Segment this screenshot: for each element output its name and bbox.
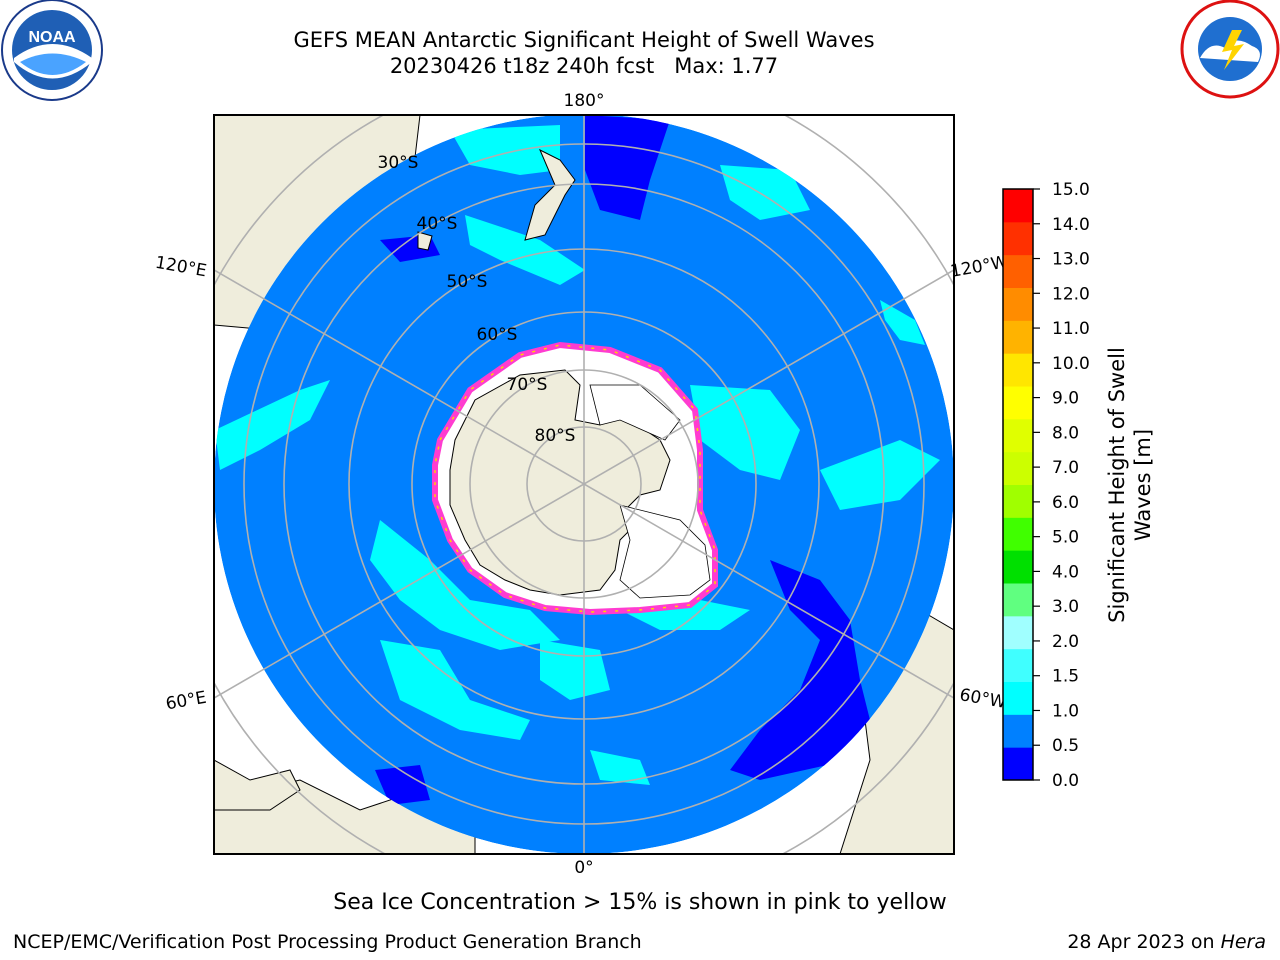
noaa-logo-text: NOAA [28, 29, 76, 46]
colorbar-border [1002, 188, 1034, 781]
colorbar-tick-label: 11.0 [1052, 319, 1090, 339]
colorbar-segment [1003, 484, 1033, 518]
lon-label-60e: 60°E [164, 688, 208, 715]
lon-label-60w: 60°W [958, 685, 1008, 713]
colorbar-segment [1003, 320, 1033, 354]
colorbar-segment [1003, 648, 1033, 682]
colorbar-tick-label: 1.0 [1052, 701, 1079, 721]
colorbar-segment [1003, 221, 1033, 256]
latitude-labels: 30°S 40°S 50°S 60°S 70°S 80°S [378, 153, 576, 446]
lat-label-40s: 40°S [417, 214, 458, 234]
colorbar-segment [1003, 353, 1033, 387]
swell-patches [215, 125, 940, 785]
colorbar-segment [1003, 386, 1033, 420]
colorbar-ticks: 15.0 14.0 13.0 12.0 11.0 10.0 9.0 8.0 7.0 6.0 5.0 4… [1033, 180, 1090, 791]
colorbar-segment [1003, 451, 1033, 485]
colorbar-tick-label: 15.0 [1052, 180, 1090, 200]
map-border [213, 114, 955, 855]
footer-branch: NCEP/EMC/Verification Post Processing Pr… [13, 931, 642, 953]
lon-label-180: 180° [564, 91, 605, 111]
graticule [214, 115, 954, 854]
colorbar-tick-label: 7.0 [1052, 458, 1079, 478]
colorbar-tick-label: 0.0 [1052, 771, 1079, 791]
colorbar-segment [1003, 287, 1033, 321]
colorbar-tick-label: 10.0 [1052, 354, 1090, 374]
colorbar-tick-label: 1.5 [1052, 667, 1079, 687]
colorbar-tick-label: 0.5 [1052, 736, 1079, 756]
lon-label-0: 0° [574, 858, 593, 878]
colorbar-tick-label: 9.0 [1052, 389, 1079, 409]
colorbar-tick-label: 8.0 [1052, 423, 1079, 443]
chart-title: GEFS MEAN Antarctic Significant Height o… [293, 28, 875, 52]
lat-label-80s: 80°S [535, 426, 576, 446]
colorbar-tick-label: 13.0 [1052, 250, 1090, 270]
lat-label-30s: 30°S [378, 153, 419, 173]
lat-label-60s: 60°S [477, 325, 518, 345]
colorbar [1003, 189, 1033, 781]
nws-logo [1180, 0, 1280, 99]
sea-ice-note: Sea Ice Concentration > 15% is shown in … [333, 890, 947, 915]
colorbar-segment [1003, 681, 1033, 715]
chart-subtitle: 20230426 t18z 240h fcst Max: 1.77 [389, 54, 779, 78]
colorbar-tick-label: 3.0 [1052, 597, 1079, 617]
colorbar-tick-label: 5.0 [1052, 528, 1079, 548]
colorbar-tick-label: 6.0 [1052, 493, 1079, 513]
colorbar-tick-label: 4.0 [1052, 562, 1079, 582]
colorbar-tick-label: 14.0 [1052, 215, 1090, 235]
colorbar-segment [1003, 583, 1033, 617]
colorbar-segment [1003, 254, 1033, 288]
new-zealand [524, 148, 576, 241]
lat-label-50s: 50°S [447, 272, 488, 292]
colorbar-segment [1003, 615, 1033, 650]
colorbar-segment [1003, 550, 1033, 584]
colorbar-tick-label: 2.0 [1052, 632, 1079, 652]
antarctica-land [449, 369, 671, 596]
colorbar-segment [1003, 517, 1033, 551]
noaa-logo: NOAA [1, 0, 103, 101]
lon-label-120e: 120°E [154, 253, 208, 282]
lat-label-70s: 70°S [507, 375, 548, 395]
colorbar-segment [1003, 714, 1033, 748]
footer-host: Hera [1220, 931, 1266, 953]
colorbar-label-line1: Significant Height of Swell [1105, 347, 1129, 623]
colorbar-segment [1003, 189, 1033, 223]
lon-label-120w: 120°W [949, 252, 1010, 282]
colorbar-label-line2: Waves [m] [1131, 429, 1155, 541]
colorbar-segment [1003, 418, 1033, 453]
footer-date: 28 Apr 2023 on Hera [1067, 931, 1266, 953]
colorbar-tick-label: 12.0 [1052, 284, 1090, 304]
footer-date-text: 28 Apr 2023 on [1067, 931, 1221, 953]
colorbar-segment [1003, 747, 1033, 781]
